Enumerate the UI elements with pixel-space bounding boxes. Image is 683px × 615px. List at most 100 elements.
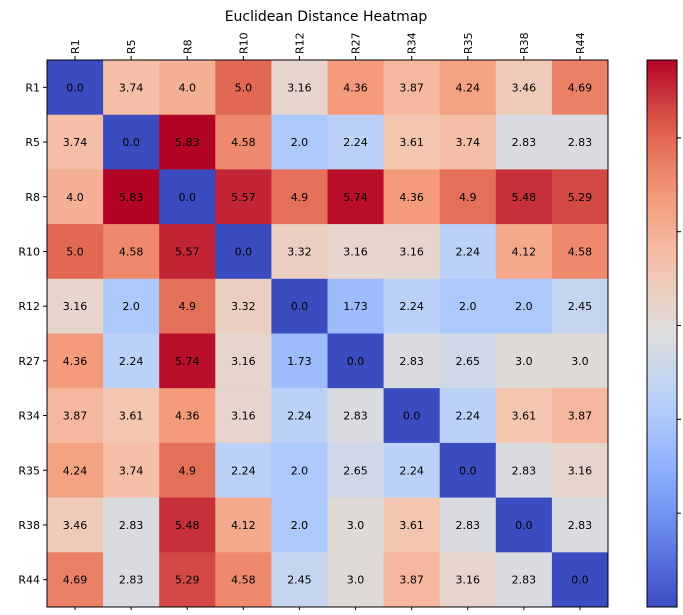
heatmap-cell [551,114,609,170]
heatmap-cell [551,497,609,553]
heatmap-cell [383,333,441,389]
cell-value-label: 2.24 [343,136,368,149]
heatmap-cell [495,60,553,116]
chart-title: Euclidean Distance Heatmap [225,9,428,25]
heatmap-cell [495,442,553,499]
cell-value-label: 4.0 [179,81,197,94]
cell-value-label: 2.0 [291,464,309,477]
heatmap-cell [327,60,385,116]
heatmap-cell [103,552,160,608]
cell-value-label: 5.74 [343,191,368,204]
heatmap-cell [159,552,216,608]
cell-value-label: 0.0 [347,355,365,368]
cell-value-label: 2.24 [287,410,312,423]
cell-value-label: 4.12 [231,519,256,532]
heatmap-cell [327,388,385,444]
cell-value-label: 3.0 [515,355,533,368]
cell-value-label: 2.45 [287,574,312,587]
heatmap-cell [103,388,160,444]
heatmap-cell [215,388,272,444]
x-tick-label: R34 [406,32,419,54]
cell-value-label: 4.36 [63,355,88,368]
cell-value-label: 4.24 [63,464,88,477]
cell-value-label: 3.16 [231,410,256,423]
cell-value-label: 4.58 [119,245,144,258]
heatmap-cell [103,169,160,225]
colorbar-gradient [646,59,678,608]
heatmap-cell [47,60,104,116]
heatmap-cell [215,333,272,389]
cell-value-label: 5.29 [175,574,200,587]
heatmap-cell [495,388,553,444]
heatmap-cell [47,114,104,170]
plot-frame [46,59,609,608]
cell-value-label: 3.46 [63,519,88,532]
x-tick-label: R10 [237,32,250,54]
cell-value-label: 3.61 [119,410,144,423]
cell-value-label: 4.9 [179,300,197,313]
cell-value-label: 0.0 [179,191,197,204]
colorbar [646,59,681,608]
cell-value-label: 2.65 [343,464,368,477]
cell-value-label: 2.83 [568,136,593,149]
heatmap-cell [327,278,385,334]
heatmap-cell [383,224,441,280]
cell-value-label: 2.83 [119,574,144,587]
cell-value-label: 5.0 [235,81,253,94]
cell-value-label: 4.58 [568,245,593,258]
heatmap-cell [47,333,104,389]
heatmap-cell [271,224,328,280]
cell-value-label: 2.83 [119,519,144,532]
heatmap-cell [271,169,328,225]
cell-value-label: 2.83 [512,574,537,587]
heatmap-cell [383,169,441,225]
heatmap-cell [159,169,216,225]
y-tick-label: R10 [18,245,40,258]
y-tick-label: R35 [18,464,40,477]
cell-value-label: 5.74 [175,355,200,368]
cell-value-label: 0.0 [291,300,309,313]
heatmap-cell [383,552,441,608]
cell-value-label: 3.16 [287,81,312,94]
y-tick-label: R27 [18,355,40,368]
cell-value-label: 4.36 [343,81,368,94]
cell-value-label: 3.87 [399,81,424,94]
heatmap-cell [551,278,609,334]
heatmap-cell [103,497,160,553]
cell-value-label: 3.0 [571,355,589,368]
cell-value-label: 2.0 [291,136,309,149]
cell-value-label: 3.0 [347,519,365,532]
cell-value-label: 3.61 [512,410,537,423]
heatmap-cell [439,333,497,389]
x-tick-label: R44 [574,32,587,54]
cell-value-label: 3.16 [399,245,424,258]
heatmap-cell [327,552,385,608]
heatmap-cell [551,169,609,225]
heatmap-cell [103,333,160,389]
cell-value-label: 3.74 [63,136,88,149]
heatmap-cell [271,60,328,116]
heatmap-cell [327,224,385,280]
cell-value-label: 4.9 [291,191,309,204]
heatmap-cell [159,388,216,444]
x-tick-label: R27 [350,32,363,54]
heatmap-cell [439,552,497,608]
cell-value-label: 3.32 [231,300,256,313]
heatmap-cell [215,497,272,553]
cell-value-label: 5.48 [175,519,200,532]
cell-value-label: 3.87 [568,410,593,423]
cell-value-label: 0.0 [403,410,421,423]
y-tick-label: R5 [25,136,40,149]
heatmap-cell [383,442,441,499]
cell-value-label: 4.24 [456,81,481,94]
cell-value-label: 3.16 [568,464,593,477]
heatmap-cell [47,497,104,553]
cell-value-label: 0.0 [459,464,477,477]
heatmap-cell [551,224,609,280]
heatmap-cell [215,552,272,608]
cell-value-label: 5.48 [512,191,537,204]
x-tick-label: R38 [518,32,531,54]
heatmap-cell [215,60,272,116]
cell-value-label: 4.58 [231,574,256,587]
